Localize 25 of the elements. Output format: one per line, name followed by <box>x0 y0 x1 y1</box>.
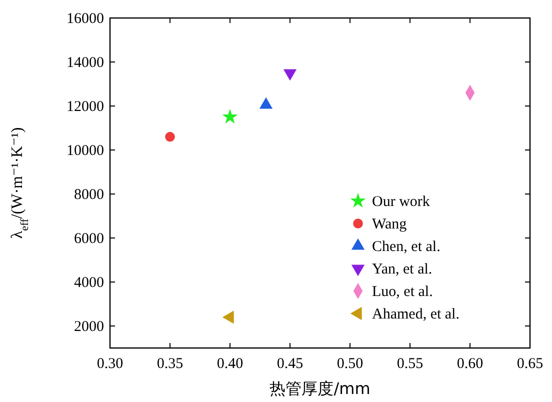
x-tick-label: 0.65 <box>516 356 544 372</box>
legend-label: Chen, et al. <box>372 239 440 255</box>
y-tick-label: 6000 <box>74 231 104 247</box>
legend-label: Ahamed, et al. <box>372 306 460 322</box>
point <box>165 132 175 142</box>
x-tick-label: 0.30 <box>96 356 124 372</box>
x-axis-title: 热管厚度/mm <box>270 379 370 398</box>
x-tick-label: 0.50 <box>336 356 364 372</box>
y-tick-label: 10000 <box>66 143 104 159</box>
legend-label: Yan, et al. <box>372 262 432 278</box>
legend-label: Our work <box>372 194 430 210</box>
x-tick-label: 0.45 <box>276 356 304 372</box>
legend-label: Wang <box>372 216 408 232</box>
x-tick-label: 0.35 <box>156 356 184 372</box>
y-tick-label: 16000 <box>66 11 104 27</box>
legend-label: Luo, et al. <box>372 284 433 300</box>
x-tick-label: 0.55 <box>396 356 424 372</box>
x-tick-label: 0.40 <box>216 356 244 372</box>
y-tick-label: 14000 <box>66 55 104 71</box>
x-tick-label: 0.60 <box>456 356 484 372</box>
point <box>222 108 238 124</box>
y-tick-label: 2000 <box>74 319 104 335</box>
y-tick-label: 4000 <box>74 275 104 291</box>
y-tick-label: 8000 <box>74 187 104 203</box>
y-tick-label: 12000 <box>66 99 104 115</box>
